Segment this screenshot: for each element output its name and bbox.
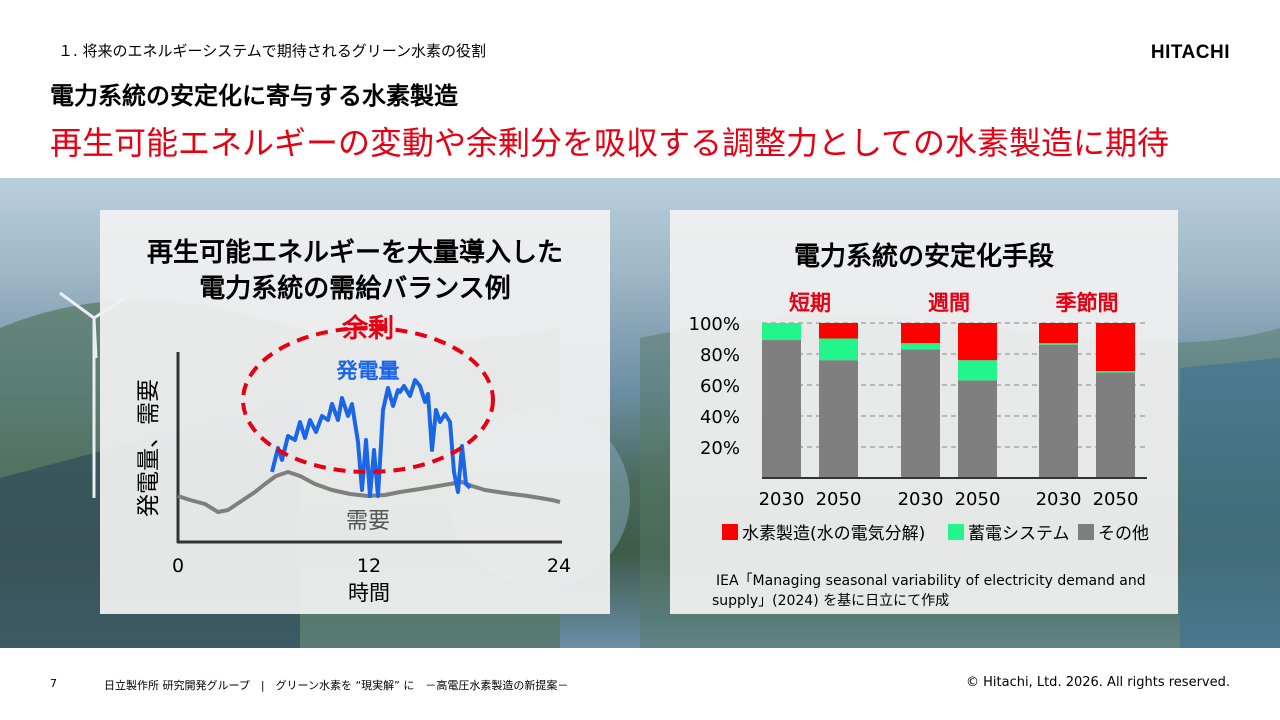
bar-segment-2030-水素製造(水の電気分解): [901, 323, 940, 344]
bar-segment-2030-その他: [901, 349, 940, 478]
group-label: 週間: [928, 291, 970, 315]
right-panel-stabilization-chart: 電力系統の安定化手段 100% 80% 60% 40% 20% 2030 2050 2030…: [670, 210, 1178, 614]
bar-segment-2050-蓄電システム: [958, 360, 997, 381]
bar-segment-2050-水素製造(水の電気分解): [819, 323, 858, 339]
copyright-notice: © Hitachi, Ltd. 2026. All rights reserve…: [966, 675, 1230, 690]
slide-subtitle: 電力系統の安定化に寄与する水素製造: [50, 82, 458, 110]
legend-label: 水素製造(水の電気分解): [742, 524, 925, 544]
bar-segment-2050-その他: [958, 380, 997, 478]
section-title: １. 将来のエネルギーシステムで期待されるグリーン水素の役割: [58, 42, 487, 60]
y-ticks: 100% 80% 60% 40% 20%: [689, 314, 740, 459]
x-axis-label: 時間: [348, 581, 390, 605]
bar-segment-2050-その他: [1096, 372, 1135, 478]
y-tick-label: 20%: [700, 438, 740, 459]
x-tick-label: 2030: [898, 489, 944, 510]
stacked-bar-chart: 100% 80% 60% 40% 20% 2030 2050 2030 2050 2030 205…: [689, 291, 1149, 609]
left-panel-supply-demand: 再生可能エネルギーを大量導入した 電力系統の需給バランス例 発電量、需要 0 1…: [100, 210, 610, 614]
legend-swatch: [1078, 524, 1094, 540]
left-panel-title-line2: 電力系統の需給バランス例: [199, 274, 511, 304]
chart-title: 電力系統の安定化手段: [793, 242, 1054, 272]
surplus-ellipse: [241, 326, 495, 474]
bar-segment-2050-蓄電システム: [819, 338, 858, 361]
y-tick-label: 40%: [700, 407, 740, 428]
bar-segment-2050-水素製造(水の電気分解): [958, 323, 997, 361]
legend: 水素製造(水の電気分解) 蓄電システム その他: [722, 524, 1149, 544]
bar-segment-2050-水素製造(水の電気分解): [1096, 323, 1135, 372]
surplus-label: 余剰: [341, 313, 394, 344]
generation-label: 発電量: [336, 359, 400, 383]
y-axis-label: 発電量、需要: [136, 379, 162, 517]
y-tick-label: 80%: [700, 345, 740, 366]
x-tick-label: 2050: [816, 489, 862, 510]
x-tick-label: 2030: [1036, 489, 1082, 510]
legend-swatch: [948, 524, 964, 540]
bar-segment-2030-蓄電システム: [762, 323, 801, 341]
bar-segment-2030-水素製造(水の電気分解): [1039, 323, 1078, 344]
x-ticks: 2030 2050 2030 2050 2030 2050: [759, 489, 1139, 510]
demand-label: 需要: [346, 509, 390, 534]
group-labels: 短期 週間 季節間: [789, 291, 1119, 315]
group-label: 短期: [789, 291, 831, 315]
x-tick-12: 12: [357, 555, 381, 577]
x-tick-24: 24: [547, 555, 571, 577]
source-note-line1: IEA「Managing seasonal variability of ele…: [716, 573, 1146, 589]
x-tick-label: 2050: [955, 489, 1001, 510]
group-label: 季節間: [1056, 291, 1119, 315]
x-tick-label: 2030: [759, 489, 805, 510]
legend-label: 蓄電システム: [968, 524, 1070, 544]
slide-headline: 再生可能エネルギーの変動や余剰分を吸収する調整力としての水素製造に期待: [50, 124, 1170, 162]
footer-organization: 日立製作所 研究開発グループ | グリーン水素を “現実解” に －高電圧水素製…: [104, 679, 569, 692]
x-tick-label: 2050: [1093, 489, 1139, 510]
supply-demand-diagram: 発電量、需要 0 12 24 時間 余剰 発電量 需要: [136, 313, 571, 605]
x-tick-0: 0: [172, 555, 184, 577]
left-panel-title-line1: 再生可能エネルギーを大量導入した: [146, 238, 563, 268]
page-number: 7: [50, 677, 57, 690]
y-tick-label: 100%: [689, 314, 740, 335]
y-tick-label: 60%: [700, 376, 740, 397]
bar-segment-2030-その他: [762, 340, 801, 478]
bars: [762, 323, 1135, 478]
legend-label: その他: [1098, 524, 1149, 544]
source-note-line2: supply」(2024) を基に日立にて作成: [712, 592, 949, 609]
generation-curve: [270, 378, 472, 498]
hitachi-logo: HITACHI: [1150, 42, 1230, 63]
bar-segment-2030-蓄電システム: [1039, 343, 1078, 345]
bar-segment-2030-その他: [1039, 344, 1078, 478]
legend-swatch: [722, 524, 738, 540]
bar-segment-2050-その他: [819, 360, 858, 478]
bar-segment-2050-蓄電システム: [1096, 371, 1135, 373]
bar-segment-2030-蓄電システム: [901, 343, 940, 350]
